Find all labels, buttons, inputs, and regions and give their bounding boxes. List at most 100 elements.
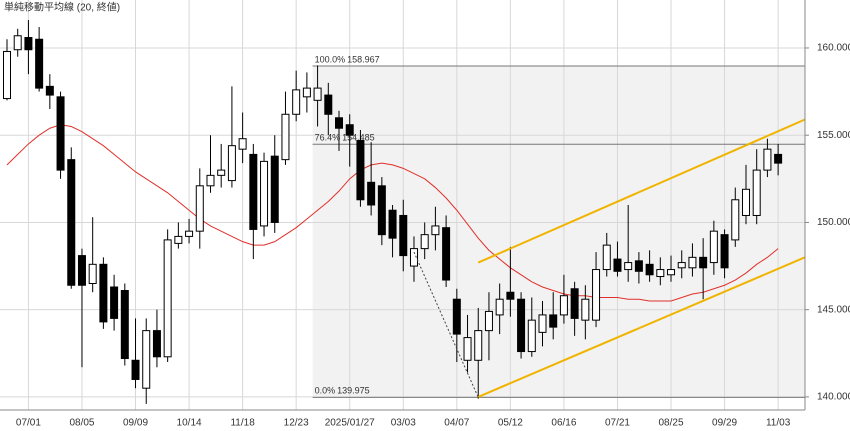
x-tick-label: 07/01 — [16, 418, 41, 429]
x-tick-label: 06/16 — [551, 418, 576, 429]
candle-body — [67, 159, 76, 286]
candle-body — [142, 330, 151, 389]
candle-body — [677, 262, 686, 269]
candle-body — [656, 269, 665, 278]
fib-value: 154.485 — [342, 133, 375, 143]
candle-body — [420, 234, 429, 250]
trendline — [477, 118, 806, 264]
candle-body — [495, 298, 504, 316]
candle-body — [517, 298, 526, 353]
x-tick-label: 09/29 — [712, 418, 737, 429]
candle-body — [581, 298, 590, 321]
candle-body — [45, 85, 54, 96]
candle-body — [99, 263, 108, 323]
candle-body — [484, 310, 493, 332]
fib-ratio: 0.0% — [315, 386, 336, 396]
x-tick-label: 07/21 — [605, 418, 630, 429]
candle-body — [313, 87, 322, 101]
candle-body — [688, 256, 697, 269]
candle-body — [292, 89, 301, 115]
candle-body — [452, 298, 461, 335]
candle-body — [731, 199, 740, 241]
candle-body — [227, 145, 236, 182]
candle-body — [624, 262, 633, 271]
candle-body — [720, 234, 729, 269]
candle-body — [281, 113, 290, 161]
fib-ratio: 76.4% — [315, 133, 341, 143]
candle-body — [409, 248, 418, 267]
candle-body — [163, 239, 172, 358]
candle-body — [249, 153, 258, 230]
candle-body — [131, 359, 140, 380]
candle-body — [549, 314, 558, 328]
candle-body — [110, 286, 119, 319]
candle-body — [559, 295, 568, 316]
candle-body — [741, 188, 750, 216]
candle-body — [592, 269, 601, 321]
candle-body — [77, 255, 86, 286]
candle-body — [399, 214, 408, 257]
candle-body — [645, 263, 654, 276]
candle-body — [613, 258, 622, 272]
trendline — [477, 256, 806, 398]
fib-value: 158.967 — [347, 54, 380, 64]
x-tick-label: 05/12 — [498, 418, 523, 429]
x-tick-label: 10/14 — [177, 418, 202, 429]
y-tick-label: 150.000 — [817, 217, 850, 228]
candle-body — [474, 330, 483, 361]
x-tick-label: 11/18 — [230, 418, 255, 429]
candle-body — [206, 174, 215, 187]
candle-body — [570, 288, 579, 319]
candle-body — [367, 181, 376, 206]
candle-body — [174, 235, 183, 244]
candle-body — [270, 155, 279, 223]
candle-body — [35, 38, 44, 89]
candle-body — [699, 256, 708, 269]
candle-body — [634, 260, 643, 272]
candle-body — [752, 169, 761, 216]
candle-body — [356, 139, 365, 201]
candle-body — [431, 225, 440, 236]
x-tick-label: 12/23 — [284, 418, 309, 429]
candle-body — [88, 263, 97, 285]
candle-body — [217, 169, 226, 176]
y-tick-label: 155.000 — [817, 130, 850, 141]
candle-body — [260, 160, 269, 227]
candle-body — [527, 319, 536, 353]
candle-body — [388, 209, 397, 239]
candle-body — [238, 138, 247, 150]
candle-body — [24, 37, 33, 51]
candle-body — [774, 153, 783, 164]
candle-body — [709, 230, 718, 264]
candle-body — [152, 330, 161, 358]
fib-value: 139.975 — [337, 386, 370, 396]
x-tick-label: 04/07 — [444, 418, 469, 429]
x-tick-label: 08/25 — [659, 418, 684, 429]
trendline — [413, 251, 479, 398]
candle-body — [602, 244, 611, 271]
candle-body — [763, 148, 772, 171]
x-tick-label: 08/05 — [69, 418, 94, 429]
y-tick-label: 160.000 — [817, 43, 850, 54]
candle-body — [13, 35, 22, 51]
x-tick-label: 11/03 — [766, 418, 791, 429]
x-tick-label: 03/03 — [391, 418, 416, 429]
x-tick-label: 2025/01/27 — [325, 418, 375, 429]
x-tick-label: 09/09 — [123, 418, 148, 429]
candle-body — [185, 230, 194, 237]
moving-average-line — [6, 124, 779, 302]
candle-body — [667, 269, 676, 276]
candle-body — [120, 289, 129, 360]
candle-body — [56, 96, 65, 171]
candle-body — [324, 94, 333, 115]
legend-entry: 単純移動平均線 (20, 終値) — [4, 1, 120, 14]
candle-body — [463, 337, 472, 361]
candle-body — [506, 291, 515, 300]
candle-body — [442, 227, 451, 281]
candle-body — [302, 87, 311, 98]
candle-body — [345, 124, 354, 136]
y-tick-label: 145.000 — [817, 304, 850, 315]
y-tick-label: 140.000 — [817, 392, 850, 403]
